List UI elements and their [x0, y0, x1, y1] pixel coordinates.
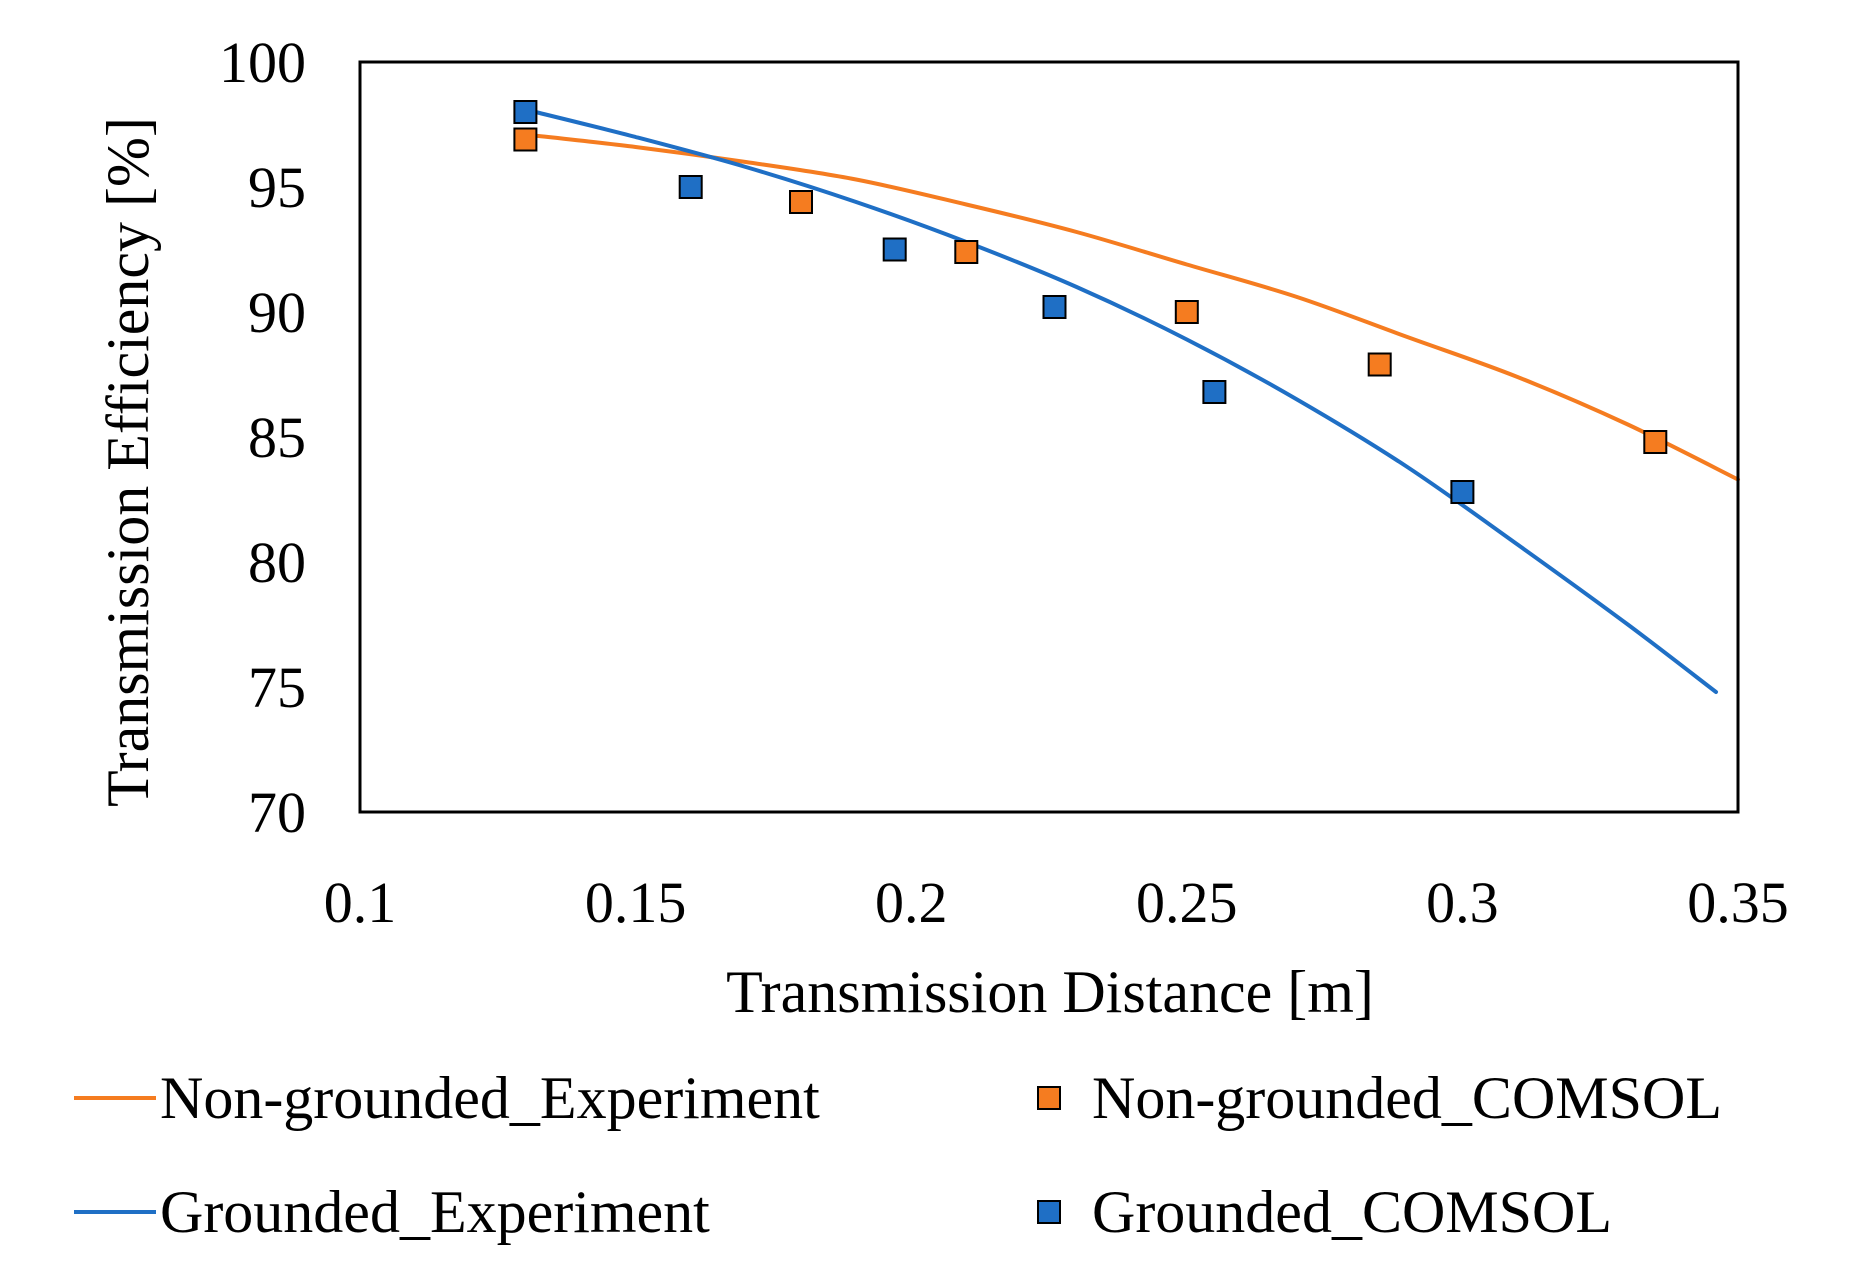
grounded-comsol-legend-label: Grounded_COMSOL — [1092, 1179, 1612, 1245]
plot-area-frame — [358, 60, 1740, 814]
non-grounded-comsol-point-5 — [1643, 430, 1668, 454]
y-tick-label-3: 85 — [248, 405, 306, 470]
x-tick-label-5: 0.35 — [1687, 870, 1789, 935]
grounded-comsol-point-3 — [1042, 295, 1067, 319]
x-tick-label-4: 0.3 — [1426, 870, 1499, 935]
y-tick-label-5: 95 — [248, 155, 306, 220]
non-grounded-experiment-legend-label: Non-grounded_Experiment — [160, 1065, 820, 1131]
grounded-comsol-point-4 — [1202, 380, 1227, 404]
non-grounded-experiment-line — [523, 132, 1740, 482]
grounded-comsol-point-5 — [1450, 480, 1475, 504]
y-tick-label-6: 100 — [219, 30, 306, 95]
legend: Non-grounded_Experiment Non-grounded_COMS… — [74, 1065, 1722, 1245]
x-axis-title: Transmission Distance [m] — [726, 959, 1374, 1025]
x-tick-label-1: 0.15 — [585, 870, 687, 935]
x-tick-label-3: 0.25 — [1136, 870, 1238, 935]
y-axis-title: Transmission Efficiency [%] — [95, 117, 161, 807]
curves-layer — [523, 107, 1740, 694]
grounded-experiment-legend-label: Grounded_Experiment — [160, 1179, 710, 1245]
x-tick-label-0: 0.1 — [324, 870, 397, 935]
non-grounded-comsol-legend-label: Non-grounded_COMSOL — [1092, 1065, 1722, 1131]
non-grounded-comsol-point-0 — [513, 127, 538, 152]
grounded-comsol-point-1 — [678, 175, 703, 199]
x-tick-label-2: 0.2 — [875, 870, 948, 935]
non-grounded-comsol-point-4 — [1367, 352, 1392, 377]
y-tick-label-2: 80 — [248, 530, 306, 595]
non-grounded-comsol-legend-swatch — [1037, 1086, 1061, 1110]
grounded-comsol-point-0 — [513, 100, 538, 124]
y-tick-labels: 70 75 80 85 90 95 100 — [219, 30, 306, 845]
non-grounded-comsol-point-3 — [1174, 300, 1199, 324]
grounded-experiment-line — [523, 107, 1718, 694]
y-tick-label-4: 90 — [248, 280, 306, 345]
grounded-comsol-point-2 — [882, 237, 907, 262]
y-tick-label-1: 75 — [248, 655, 306, 720]
grounded-comsol-legend-swatch — [1037, 1200, 1061, 1224]
non-grounded-comsol-point-2 — [954, 240, 979, 264]
markers-layer — [513, 100, 1668, 504]
y-tick-label-0: 70 — [248, 780, 306, 845]
non-grounded-comsol-point-1 — [789, 190, 813, 214]
x-tick-labels: 0.1 0.15 0.2 0.25 0.3 0.35 — [324, 870, 1789, 935]
